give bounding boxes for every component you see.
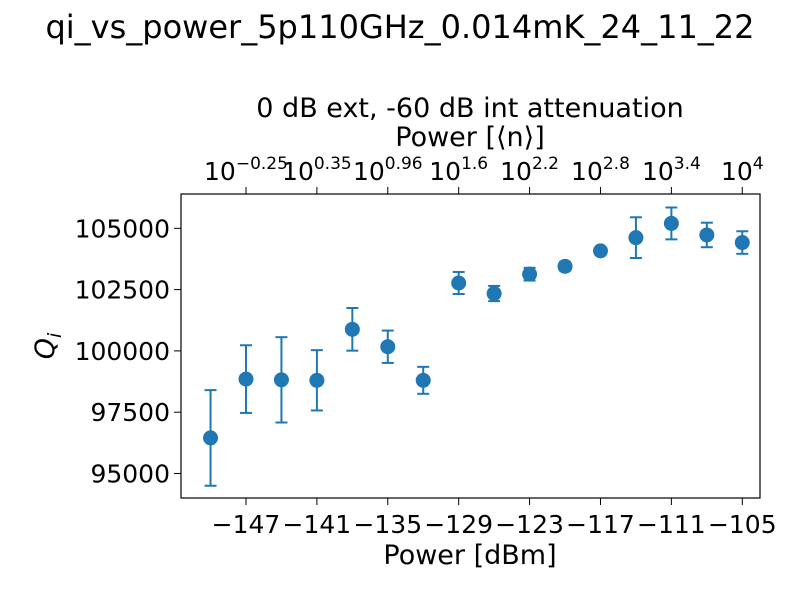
- top-tick-label: 101.6: [429, 154, 488, 186]
- x-tick-label: −141: [283, 510, 352, 539]
- x-tick-label: −105: [708, 510, 777, 539]
- top-axis-label: Power [⟨n⟩]: [395, 122, 544, 153]
- data-point: [415, 372, 431, 388]
- x-tick-label: −111: [637, 510, 706, 539]
- y-tick-label: 100000: [75, 337, 170, 366]
- data-point: [592, 243, 608, 259]
- top-tick-label: 10−0.25: [204, 154, 288, 186]
- data-point: [451, 275, 467, 291]
- data-point: [273, 372, 289, 388]
- y-tick-label: 102500: [75, 276, 170, 305]
- x-tick-label: −147: [212, 510, 281, 539]
- y-axis-label: Qi: [30, 332, 66, 359]
- x-tick-label: −123: [495, 510, 564, 539]
- data-point: [344, 321, 360, 337]
- data-point: [557, 258, 573, 274]
- plot-frame: [180, 193, 761, 499]
- data-point: [486, 286, 502, 302]
- data-point: [309, 372, 325, 388]
- data-series: [203, 206, 750, 487]
- top-tick-label: 102.8: [571, 154, 630, 186]
- top-tick-label: 104: [721, 154, 764, 186]
- data-point: [238, 371, 254, 387]
- plot-area: −147 −141 −135 −129 −123 −117 −111 −105 95000 975…: [75, 154, 777, 539]
- data-point: [663, 215, 679, 231]
- x-axis-label: Power [dBm]: [383, 540, 556, 571]
- chart-title: qi_vs_power_5p110GHz_0.014mK_24_11_22: [45, 8, 754, 46]
- x-tick-label: −117: [566, 510, 635, 539]
- secondary-axis-title: 0 dB ext, -60 dB int attenuation: [256, 93, 683, 124]
- top-tick-label: 102.2: [500, 154, 559, 186]
- y-tick-label: 97500: [90, 398, 170, 427]
- top-tick-label: 100.96: [353, 154, 423, 186]
- y-tick-label: 105000: [75, 214, 170, 243]
- top-tick-label: 100.35: [282, 154, 352, 186]
- data-point: [522, 266, 538, 282]
- data-point: [734, 235, 750, 251]
- y-tick-label: 95000: [90, 459, 170, 488]
- x-tick-label: −135: [353, 510, 422, 539]
- data-point: [203, 430, 219, 446]
- x-tick-label: −129: [424, 510, 493, 539]
- top-tick-label: 103.4: [642, 154, 701, 186]
- data-point: [699, 227, 715, 243]
- data-point: [380, 339, 396, 355]
- data-point: [628, 230, 644, 246]
